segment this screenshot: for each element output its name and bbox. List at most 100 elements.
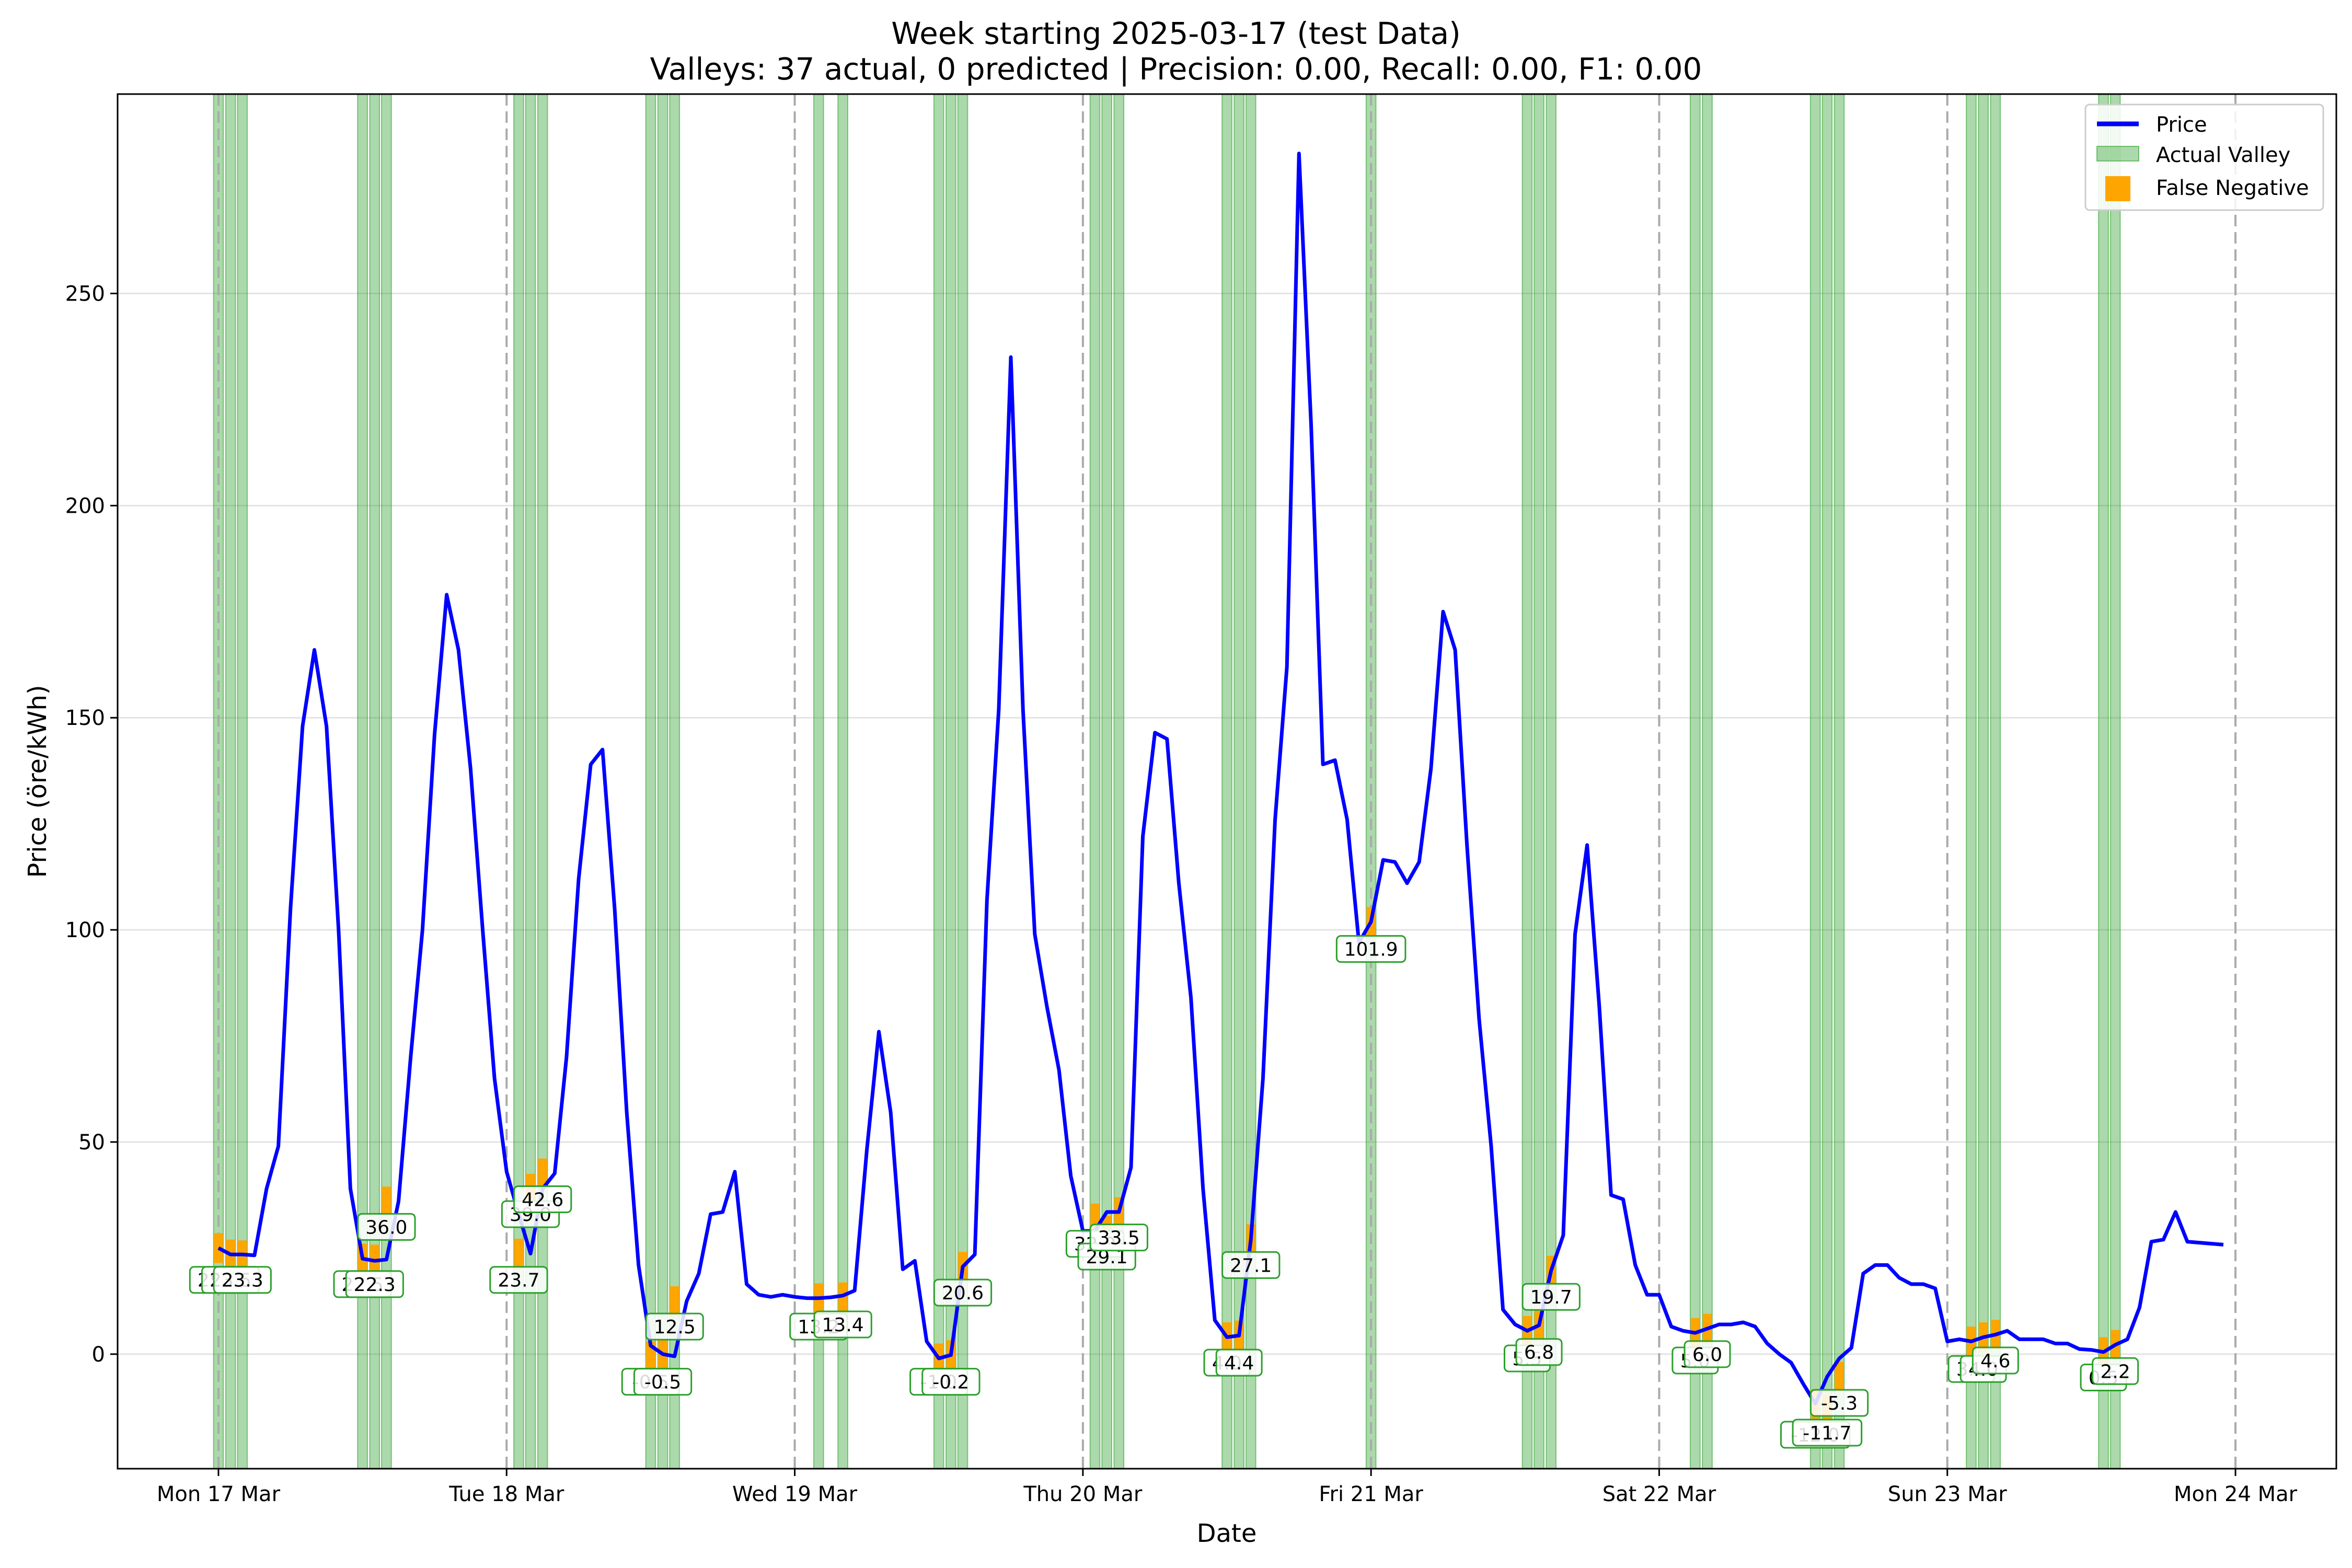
price-point <box>2126 1338 2128 1340</box>
price-point <box>2186 1241 2188 1243</box>
price-point <box>421 929 423 931</box>
data-label: 6.0 <box>1684 1340 1731 1368</box>
price-point <box>1058 1069 1060 1071</box>
data-label-box <box>1221 1251 1281 1279</box>
price-point <box>1286 666 1288 668</box>
price-point <box>878 1031 880 1033</box>
data-label-box <box>213 1266 272 1294</box>
data-label: 6.8 <box>1515 1338 1563 1366</box>
price-point <box>566 1056 568 1058</box>
data-label-text: 6.0 <box>1692 1344 1722 1366</box>
price-point <box>2174 1211 2176 1213</box>
price-point <box>1790 1362 1792 1364</box>
price-point <box>914 1260 916 1262</box>
valley-band <box>2109 94 2121 1469</box>
price-point <box>974 1253 976 1255</box>
valley-band <box>1821 94 1833 1469</box>
data-label: 20.6 <box>933 1278 993 1307</box>
price-point <box>529 1252 532 1254</box>
price-point <box>2042 1338 2044 1340</box>
price-point <box>457 649 459 651</box>
data-label-text: -0.2 <box>932 1372 969 1393</box>
y-axis-label: Price (öre/kWh) <box>23 685 52 878</box>
price-point <box>902 1268 904 1270</box>
price-point <box>1382 859 1384 861</box>
legend-false-negative-swatch <box>2105 176 2130 201</box>
data-label: 4.4 <box>1215 1348 1263 1377</box>
data-label-box <box>513 1185 572 1214</box>
price-point <box>1190 997 1192 999</box>
price-point <box>781 1294 783 1296</box>
data-label-text: 101.9 <box>1344 939 1398 961</box>
price-point <box>1766 1343 1768 1345</box>
data-label-text: 33.5 <box>1098 1228 1140 1249</box>
price-point <box>266 1187 268 1190</box>
price-point <box>253 1254 256 1256</box>
data-label-text: 13.4 <box>822 1315 864 1336</box>
price-point <box>1334 759 1336 761</box>
price-point <box>1622 1198 1624 1201</box>
legend-false-negative-label: False Negative <box>2156 176 2309 200</box>
price-point <box>1718 1323 1720 1325</box>
data-label: 19.7 <box>1521 1283 1581 1311</box>
valley-band <box>669 94 681 1469</box>
data-label-text: 12.5 <box>654 1317 696 1338</box>
price-point <box>1346 818 1348 821</box>
x-tick-label: Tue 18 Mar <box>448 1482 564 1506</box>
y-tick-label: 250 <box>65 282 105 306</box>
price-point <box>1886 1264 1888 1266</box>
price-point <box>469 768 471 770</box>
price-point <box>1466 844 1468 846</box>
price-point <box>614 908 616 910</box>
price-point <box>1610 1194 1612 1196</box>
y-ticks-layer: 0 50 100 150 200 250 <box>65 282 118 1367</box>
price-point <box>326 725 328 727</box>
x-tick-label: Wed 19 Mar <box>732 1482 858 1506</box>
price-point <box>493 1077 495 1079</box>
price-point <box>1574 933 1576 935</box>
price-point <box>1850 1347 1852 1349</box>
price-point <box>722 1211 724 1213</box>
legend-frame <box>2084 103 2324 211</box>
price-point <box>1958 1338 1961 1340</box>
price-point <box>554 1172 556 1174</box>
price-point <box>1862 1273 1864 1275</box>
price-series-line <box>217 152 2224 1406</box>
data-label: 42.6 <box>513 1185 572 1214</box>
price-point <box>1502 1309 1504 1311</box>
price-point <box>1226 1336 1228 1338</box>
data-label-text: -5.3 <box>1821 1393 1858 1414</box>
data-label-text: 2.2 <box>2101 1361 2130 1382</box>
price-point <box>962 1266 964 1268</box>
data-label-box <box>645 1312 704 1341</box>
valley-band <box>1978 94 1989 1469</box>
valley-band <box>1534 94 1544 1469</box>
price-point <box>314 649 316 651</box>
price-point <box>638 1264 640 1266</box>
legend-valley-label: Actual Valley <box>2156 143 2290 167</box>
valley-band <box>525 94 536 1469</box>
price-point <box>1154 732 1156 734</box>
valley-band <box>381 94 392 1469</box>
price-point <box>770 1296 772 1298</box>
price-point <box>626 1111 628 1113</box>
price-point <box>590 764 592 766</box>
x-tick-label: Mon 24 Mar <box>2174 1482 2298 1506</box>
price-point <box>890 1111 892 1113</box>
data-label-text: 20.6 <box>942 1283 984 1304</box>
data-label-box <box>1809 1389 1869 1417</box>
price-point <box>2103 1351 2105 1353</box>
data-labels-layer: 25.023.523.322.522.336.023.739.042.6-0.5… <box>189 935 2139 1449</box>
price-point <box>1994 1333 1997 1335</box>
price-point <box>1250 1238 1252 1240</box>
price-point <box>1670 1325 1673 1328</box>
y-tick-label: 0 <box>92 1343 105 1367</box>
valley-band <box>645 94 656 1469</box>
data-label: 4.6 <box>1971 1346 2019 1375</box>
data-label-box <box>1515 1338 1563 1366</box>
price-point <box>578 878 580 880</box>
price-point <box>362 1258 364 1260</box>
price-point <box>686 1300 688 1302</box>
data-label: 101.9 <box>1335 935 1406 963</box>
